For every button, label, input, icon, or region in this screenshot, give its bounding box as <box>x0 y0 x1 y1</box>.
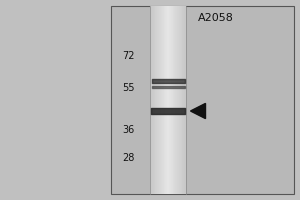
Bar <box>170 6 171 194</box>
Bar <box>160 6 161 194</box>
Bar <box>154 6 155 194</box>
Bar <box>168 6 169 194</box>
Bar <box>173 6 174 194</box>
Text: A2058: A2058 <box>198 13 234 23</box>
Bar <box>180 6 181 194</box>
Bar <box>185 6 186 194</box>
Bar <box>171 6 172 194</box>
Bar <box>150 6 151 194</box>
Text: 36: 36 <box>123 125 135 135</box>
Bar <box>179 6 180 194</box>
Bar <box>159 6 160 194</box>
Bar <box>175 6 176 194</box>
Bar <box>158 6 159 194</box>
Text: 72: 72 <box>122 51 135 61</box>
Bar <box>157 6 158 194</box>
Bar <box>156 6 157 194</box>
Bar <box>169 6 170 194</box>
Bar <box>174 6 175 194</box>
Bar <box>165 6 166 194</box>
Bar <box>151 6 152 194</box>
Text: 28: 28 <box>123 153 135 163</box>
Bar <box>163 6 164 194</box>
Bar <box>178 6 179 194</box>
Bar <box>182 6 183 194</box>
Bar <box>155 6 156 194</box>
Bar <box>161 6 162 194</box>
Bar <box>152 6 153 194</box>
Bar <box>184 6 185 194</box>
Bar <box>176 6 177 194</box>
Bar <box>181 6 182 194</box>
Bar <box>172 6 173 194</box>
Bar <box>177 6 178 194</box>
Bar <box>162 6 163 194</box>
Bar <box>153 6 154 194</box>
Bar <box>166 6 167 194</box>
Bar <box>111 6 294 194</box>
Text: 55: 55 <box>122 83 135 93</box>
Bar <box>164 6 165 194</box>
Bar <box>167 6 168 194</box>
Polygon shape <box>190 103 206 119</box>
Bar <box>183 6 184 194</box>
